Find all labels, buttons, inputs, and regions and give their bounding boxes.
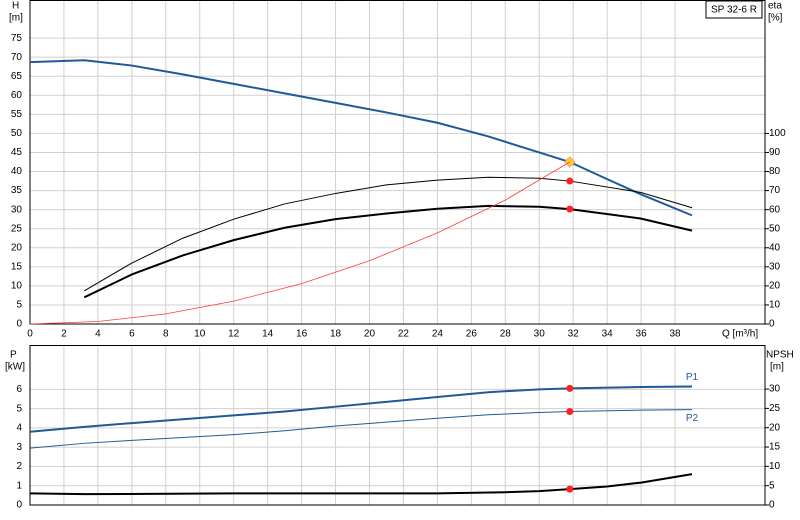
x-tick-label: 12 <box>228 329 240 340</box>
y-tick-label: 2 <box>16 461 22 472</box>
x-tick-label: 16 <box>296 329 308 340</box>
x-tick-label: 24 <box>432 329 444 340</box>
series-label: P1 <box>686 372 699 383</box>
y-tick-label: 60 <box>11 90 23 101</box>
y2-tick-label: 0 <box>769 319 775 330</box>
y-tick-label: 6 <box>16 384 22 395</box>
y2-tick-label: 15 <box>769 442 781 453</box>
y2-tick-label: 30 <box>769 261 781 272</box>
y2-tick-label: 80 <box>769 166 781 177</box>
y-unit: [m] <box>9 13 23 24</box>
plot-frame <box>29 345 766 506</box>
y2-tick-label: 5 <box>769 480 775 491</box>
y-tick-label: 65 <box>11 71 23 82</box>
y-tick-label: 10 <box>11 281 23 292</box>
y-tick-label: 3 <box>16 442 22 453</box>
y2-tick-label: 20 <box>769 281 781 292</box>
y2-tick-label: 50 <box>769 223 781 234</box>
y-tick-label: 30 <box>11 204 23 215</box>
y-tick-label: 70 <box>11 52 23 63</box>
x-tick-label: 20 <box>364 329 376 340</box>
pump-label: SP 32-6 R <box>711 5 757 16</box>
x-tick-label: 18 <box>330 329 342 340</box>
y2-unit: [m] <box>770 362 784 373</box>
x-tick-label: 6 <box>129 329 135 340</box>
y-tick-label: 0 <box>16 319 22 330</box>
y2-tick-label: 30 <box>769 384 781 395</box>
y2-tick-label: 25 <box>769 403 781 414</box>
y2-tick-label: 10 <box>769 461 781 472</box>
y-tick-label: 45 <box>11 147 23 158</box>
y2-tick-label: 60 <box>769 204 781 215</box>
y-tick-label: 0 <box>16 500 22 511</box>
y2-tick-label: 70 <box>769 185 781 196</box>
operating-point <box>566 408 574 416</box>
x-tick-label: 0 <box>27 329 33 340</box>
curve <box>29 385 693 433</box>
y2-tick-label: 10 <box>769 300 781 311</box>
x-tick-label: 22 <box>398 329 410 340</box>
curve <box>29 409 693 449</box>
x-tick-label: 36 <box>636 329 648 340</box>
operating-point <box>566 384 574 392</box>
curve <box>29 59 693 217</box>
x-tick-label: 4 <box>95 329 101 340</box>
series-label: P2 <box>686 413 699 424</box>
x-tick-label: 26 <box>466 329 478 340</box>
y-label: H <box>12 1 19 12</box>
operating-point <box>566 205 574 213</box>
y-tick-label: 75 <box>11 33 23 44</box>
x-tick-label: 38 <box>669 329 681 340</box>
y2-tick-label: 20 <box>769 422 781 433</box>
y-tick-label: 15 <box>11 261 23 272</box>
y2-label: eta <box>768 1 782 12</box>
x-tick-label: 32 <box>568 329 580 340</box>
y-tick-label: 5 <box>16 403 22 414</box>
x-tick-label: 8 <box>163 329 169 340</box>
operating-point <box>566 177 574 185</box>
curve <box>29 161 570 325</box>
y2-label: NPSH <box>766 350 794 361</box>
operating-point <box>566 485 574 493</box>
y2-tick-label: 90 <box>769 147 781 158</box>
y2-tick-label: 100 <box>769 128 786 139</box>
y-unit: [kW] <box>5 362 25 373</box>
x-tick-label: 14 <box>262 329 274 340</box>
y2-tick-label: 40 <box>769 242 781 253</box>
y-tick-label: 50 <box>11 128 23 139</box>
x-tick-label: 34 <box>602 329 614 340</box>
y-tick-label: 25 <box>11 223 23 234</box>
x-tick-label: 28 <box>500 329 512 340</box>
x-tick-label: 2 <box>61 329 67 340</box>
y-tick-label: 4 <box>16 423 22 434</box>
y-tick-label: 5 <box>16 300 22 311</box>
y-tick-label: 1 <box>16 480 22 491</box>
y-label: P <box>10 350 17 361</box>
curve <box>29 473 693 496</box>
y2-unit: [%] <box>768 13 783 24</box>
y2-tick-label: 0 <box>769 500 775 511</box>
x-tick-label: 30 <box>534 329 546 340</box>
y-tick-label: 40 <box>11 166 23 177</box>
y-tick-label: 55 <box>11 109 23 120</box>
x-tick-label: 10 <box>194 329 206 340</box>
y-tick-label: 20 <box>11 242 23 253</box>
plot-frame <box>29 0 766 325</box>
y-tick-label: 35 <box>11 185 23 196</box>
x-label: Q [m³/h] <box>722 329 758 340</box>
